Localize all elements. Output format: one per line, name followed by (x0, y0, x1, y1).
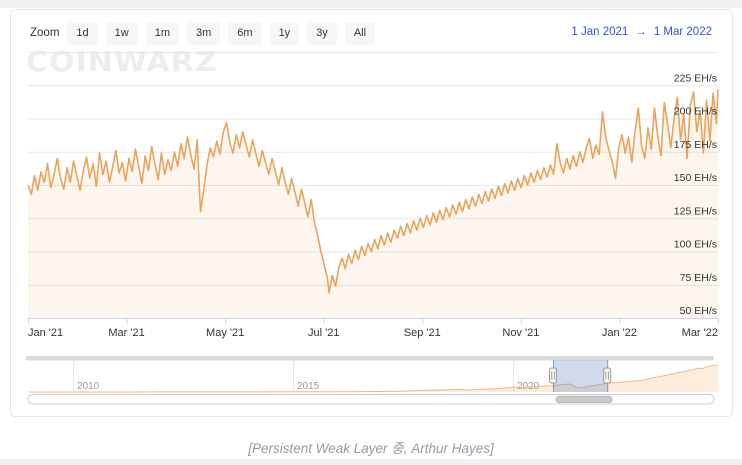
x-tick-label: Mar '21 (108, 327, 144, 339)
navigator-handle-left[interactable] (549, 367, 558, 384)
x-tick-label: Jan '21 (28, 327, 63, 339)
chart-card (10, 9, 733, 417)
zoom-button-all[interactable]: All (344, 21, 376, 45)
navigator-selection[interactable] (553, 360, 608, 392)
y-tick-label: 150 EH/s (674, 172, 717, 184)
x-tick-label: May '21 (206, 327, 244, 339)
zoom-buttons: 1d 1w 1m 3m 6m 1y 3y All (67, 21, 376, 45)
navigator-separator-bar (26, 356, 714, 361)
zoom-button-1m[interactable]: 1m (145, 21, 179, 45)
plot-area[interactable] (28, 45, 718, 318)
page-top-edge (0, 0, 742, 8)
y-tick-label: 100 EH/s (674, 239, 717, 251)
date-range-display: 1 Jan 2021 → 1 Mar 2022 (571, 26, 712, 38)
hashrate-area (28, 89, 718, 318)
navigator-line (29, 364, 719, 393)
range-selector-toolbar: Zoom 1d 1w 1m 3m 6m 1y 3y All (30, 21, 376, 45)
x-tick-label: Nov '21 (502, 327, 539, 339)
x-tick-label: Sep '21 (404, 327, 441, 339)
scrollbar-track[interactable] (27, 394, 715, 405)
hashrate-line (27, 89, 719, 294)
navigator-year-label: 2010 (77, 381, 100, 392)
zoom-button-1w[interactable]: 1w (105, 21, 138, 45)
x-tick-label: Jan '22 (602, 327, 637, 339)
y-tick-label: 75 EH/s (680, 272, 717, 284)
range-to-date[interactable]: 1 Mar 2022 (653, 26, 712, 38)
zoom-button-1d[interactable]: 1d (67, 21, 98, 45)
y-tick-label: 50 EH/s (680, 305, 717, 317)
range-arrow-icon: → (635, 26, 647, 38)
page-bottom-edge (0, 459, 742, 465)
y-tick-label: 175 EH/s (674, 139, 717, 151)
zoom-button-1y[interactable]: 1y (269, 21, 300, 45)
range-from-date[interactable]: 1 Jan 2021 (571, 26, 629, 38)
y-tick-label: 125 EH/s (674, 205, 717, 217)
scrollbar-thumb[interactable] (555, 395, 613, 404)
navigator-year-label: 2015 (297, 381, 320, 392)
x-tick-label: Jul '21 (308, 327, 339, 339)
zoom-label: Zoom (30, 27, 60, 39)
y-tick-label: 225 EH/s (674, 72, 717, 84)
zoom-button-3m[interactable]: 3m (187, 21, 221, 45)
image-caption: [Persistent Weak Layer 중, Arthur Hayes] (248, 441, 494, 456)
zoom-button-6m[interactable]: 6m (228, 21, 262, 45)
x-tick-label: Mar '22 (682, 327, 718, 339)
zoom-button-3y[interactable]: 3y (307, 21, 337, 45)
y-tick-label: 200 EH/s (674, 106, 717, 118)
navigator-area (29, 365, 718, 392)
coinwarz-watermark-logo: COINWARZ (26, 46, 218, 78)
navigator-handle-right[interactable] (603, 367, 612, 384)
